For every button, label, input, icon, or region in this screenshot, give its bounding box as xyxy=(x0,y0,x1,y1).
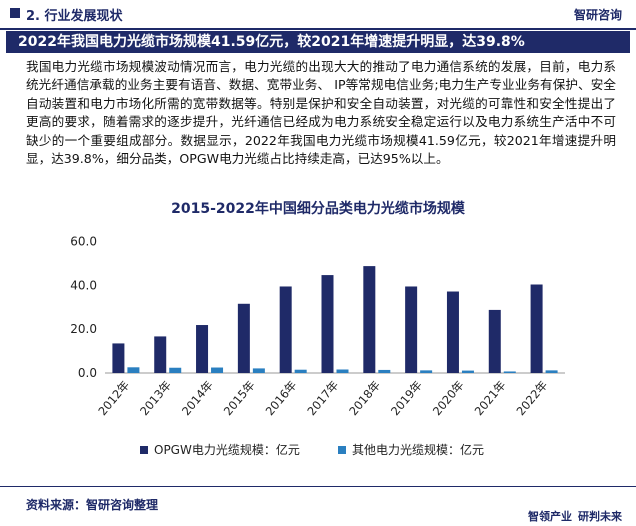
legend-label: OPGW电力光缆规模：亿元 xyxy=(154,442,300,457)
source: 资料来源：智研咨询整理 xyxy=(26,498,159,512)
bar xyxy=(336,369,349,373)
x-tick-label: 2019年 xyxy=(388,378,425,418)
y-tick-label: 0.0 xyxy=(78,366,97,380)
x-tick-label: 2020年 xyxy=(430,378,467,418)
x-tick-label: 2015年 xyxy=(221,378,258,418)
y-tick-label: 60.0 xyxy=(70,235,97,249)
bar xyxy=(196,325,209,373)
header: 2. 行业发展现状 智研咨询 xyxy=(0,0,636,30)
chart: 2015-2022年中国细分品类电力光缆市场规模 0.0 20.0 40.0 60.0… xyxy=(70,200,565,457)
slogan: 智领产业 xyxy=(528,510,572,523)
bar xyxy=(154,336,167,373)
x-tick-label: 2017年 xyxy=(304,378,341,418)
bar xyxy=(545,370,558,373)
bar xyxy=(503,371,516,373)
x-tick-label: 2013年 xyxy=(137,378,174,418)
bar xyxy=(112,343,125,373)
header-icon xyxy=(10,8,20,18)
x-tick-label: 2021年 xyxy=(472,378,509,418)
bar xyxy=(378,369,391,373)
legend-swatch xyxy=(338,446,346,454)
slogan: 研判未来 xyxy=(578,510,622,523)
bar xyxy=(405,286,418,373)
bar xyxy=(252,368,265,373)
bar xyxy=(420,370,433,373)
section-title: 2. 行业发展现状 xyxy=(26,9,123,24)
bar xyxy=(363,266,376,373)
y-tick-label: 20.0 xyxy=(70,322,97,336)
bar xyxy=(237,303,250,373)
bar xyxy=(211,367,224,373)
footer: 智领产业 研判未来 xyxy=(522,508,622,524)
divider xyxy=(0,486,636,487)
legend-swatch xyxy=(140,446,148,454)
legend-label: 其他电力光缆规模：亿元 xyxy=(352,442,484,457)
bar xyxy=(530,284,543,373)
x-tick-label: 2018年 xyxy=(346,378,383,418)
bar xyxy=(169,367,182,373)
logo: 智研咨询 xyxy=(573,8,622,22)
bar xyxy=(488,309,501,373)
paragraph: 我国电力光缆市场规模波动情况而言，电力光缆的出现大大的推动了电力通信系统的发展，… xyxy=(26,59,616,167)
bar xyxy=(461,370,474,373)
bar xyxy=(446,291,459,373)
bar xyxy=(279,286,292,373)
x-tick-label: 2022年 xyxy=(513,378,550,418)
chart-title: 2015-2022年中国细分品类电力光缆市场规模 xyxy=(171,200,466,217)
banner: 2022年我国电力光缆市场规模41.59亿元，较2021年增速提升明显，达39.… xyxy=(6,31,630,53)
y-tick-label: 40.0 xyxy=(70,278,97,292)
bar xyxy=(127,367,140,373)
bar xyxy=(294,369,307,373)
x-tick-label: 2012年 xyxy=(95,378,132,418)
x-tick-label: 2014年 xyxy=(179,378,216,418)
bar xyxy=(321,275,334,373)
x-tick-label: 2016年 xyxy=(263,378,300,418)
